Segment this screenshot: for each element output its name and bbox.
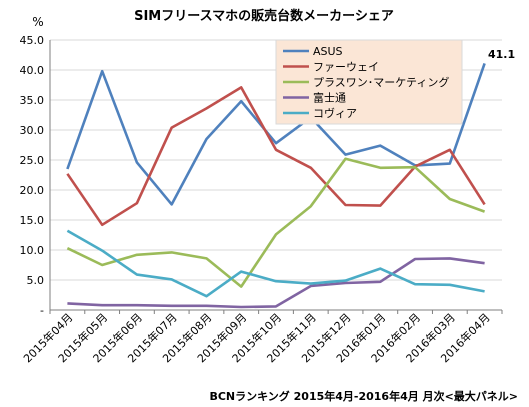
source-note: BCNランキング 2015年4月-2016年4月 月次<最大パネル> (209, 389, 518, 403)
series-line (66, 157, 486, 288)
peak-value-label: 41.1 (488, 48, 515, 61)
legend-label: 富士通 (313, 91, 346, 105)
legend-label: ファーウェイ (313, 61, 379, 74)
series-line (67, 257, 485, 309)
legend-label: ASUS (313, 45, 343, 58)
y-tick-label: 15.0 (20, 214, 45, 227)
y-tick-label: 25.0 (20, 154, 45, 167)
y-axis-unit: % (32, 15, 43, 29)
x-axis-ticks: 2015年04月2015年05月2015年06月2015年07月2015年08月… (20, 310, 503, 365)
y-tick-label: 30.0 (20, 124, 45, 137)
y-tick-label: 40.0 (20, 64, 45, 77)
y-tick-label: 35.0 (20, 94, 45, 107)
y-tick-label: 5.0 (27, 274, 45, 287)
legend-label: コヴィア (313, 106, 357, 120)
y-axis-ticks: - 5.0 10.0 15.0 20.0 25.0 30.0 35.0 40.0 45.0 (20, 34, 45, 317)
legend-label: プラスワン･マーケティング (313, 75, 449, 89)
axes (49, 40, 502, 311)
y-tick-label: 10.0 (20, 244, 45, 257)
series-lines (66, 62, 486, 309)
y-tick-label: 20.0 (20, 184, 45, 197)
chart-title: SIMフリースマホの販売台数メーカーシェア (134, 8, 394, 24)
y-tick-label: 45.0 (20, 34, 45, 47)
series-line (66, 229, 485, 298)
y-tick-label: - (40, 304, 44, 317)
